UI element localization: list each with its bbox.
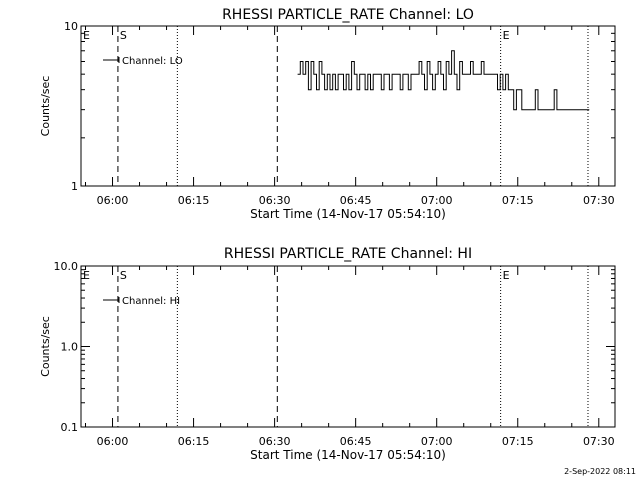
x-tick-label: 07:30 (583, 435, 615, 448)
x-tick-label: 07:15 (502, 435, 534, 448)
x-tick-label: 06:30 (259, 435, 291, 448)
x-tick-label: 06:00 (97, 435, 129, 448)
x-tick-label: 07:00 (421, 194, 453, 207)
plot-frame (80, 25, 616, 187)
y-tick-label: 1 (71, 180, 78, 193)
x-tick-label: 06:15 (178, 435, 210, 448)
x-tick-label: 06:45 (340, 194, 372, 207)
y-tick-label: 10 (64, 20, 78, 33)
marker-label: E (503, 269, 510, 282)
x-tick-label: 06:45 (340, 435, 372, 448)
x-axis-label: Start Time (14-Nov-17 05:54:10) (250, 207, 446, 221)
x-tick-label: 06:15 (178, 194, 210, 207)
legend-label: Channel: HI (122, 296, 180, 307)
y-axis-label: Counts/sec (39, 76, 52, 137)
x-tick-label: 07:15 (502, 194, 534, 207)
marker-label: E (83, 29, 90, 42)
x-tick-label: 06:00 (97, 194, 129, 207)
x-axis-label: Start Time (14-Nov-17 05:54:10) (250, 448, 446, 462)
legend-label: Channel: LO (122, 56, 183, 67)
marker-label: S (120, 269, 127, 282)
x-tick-label: 06:30 (259, 194, 291, 207)
footer-date: 2-Sep-2022 08:11 (564, 467, 636, 476)
y-axis-label: Counts/sec (39, 316, 52, 377)
plot-frame (80, 265, 616, 428)
x-tick-label: 07:00 (421, 435, 453, 448)
chart-title: RHESSI PARTICLE_RATE Channel: HI (224, 246, 472, 262)
chart-panel-1: RHESSI PARTICLE_RATE Channel: LO Counts/s… (39, 7, 616, 221)
marker-label: E (503, 29, 510, 42)
chart-panel-2: RHESSI PARTICLE_RATE Channel: HI Counts/s… (39, 246, 616, 462)
series-line (297, 50, 590, 111)
x-tick-label: 07:30 (583, 194, 615, 207)
y-tick-label: 10.0 (54, 260, 79, 273)
y-tick-label: 0.1 (61, 421, 79, 434)
chart-title: RHESSI PARTICLE_RATE Channel: LO (222, 7, 474, 23)
marker-label: S (120, 29, 127, 42)
marker-label: E (83, 269, 90, 282)
y-tick-label: 1.0 (61, 341, 79, 354)
